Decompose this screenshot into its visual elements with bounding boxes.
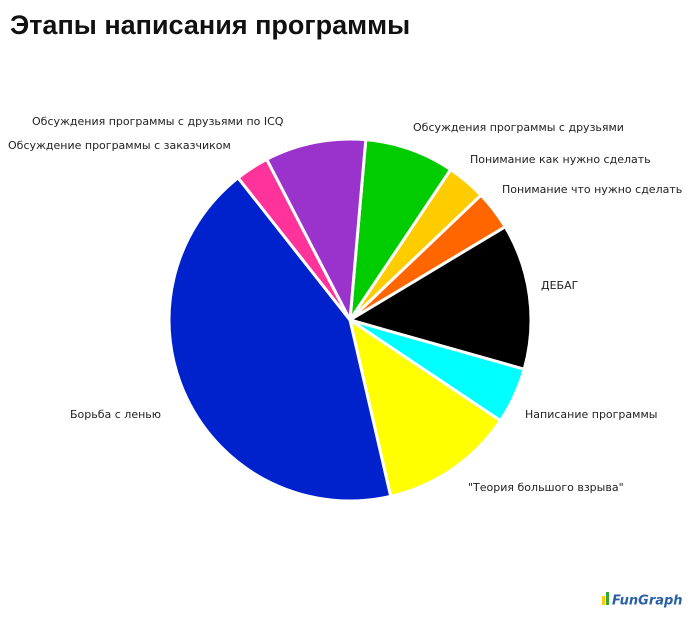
slice-label: Обсуждение программы с заказчиком <box>8 139 231 152</box>
pie-slice <box>346 224 533 372</box>
pie-slice <box>348 138 453 321</box>
slice-label: Понимание как нужно сделать <box>470 153 651 166</box>
slice-label: Борьба с ленью <box>70 408 161 421</box>
slice-label: "Теория большого взрыва" <box>468 481 624 494</box>
slice-label: Обсуждения программы с друзьями по ICQ <box>32 115 284 128</box>
slice-label: Обсуждения программы с друзьями <box>413 121 624 134</box>
pie-slice <box>347 316 503 499</box>
logo-bar <box>606 592 609 605</box>
slice-label: ДЕБАГ <box>541 279 579 292</box>
slice-label: Понимание что нужно сделать <box>502 183 682 196</box>
logo-bar <box>602 596 605 605</box>
pie-slice <box>264 137 368 326</box>
slice-label: Написание программы <box>525 408 657 421</box>
chart-title: Этапы написания программы <box>10 10 410 40</box>
watermark: FunGraph <box>612 594 683 609</box>
pie-slice <box>167 175 393 503</box>
